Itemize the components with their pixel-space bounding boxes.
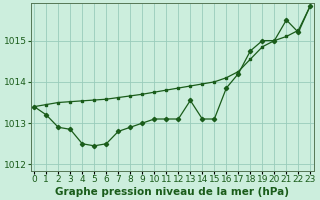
X-axis label: Graphe pression niveau de la mer (hPa): Graphe pression niveau de la mer (hPa)	[55, 187, 289, 197]
